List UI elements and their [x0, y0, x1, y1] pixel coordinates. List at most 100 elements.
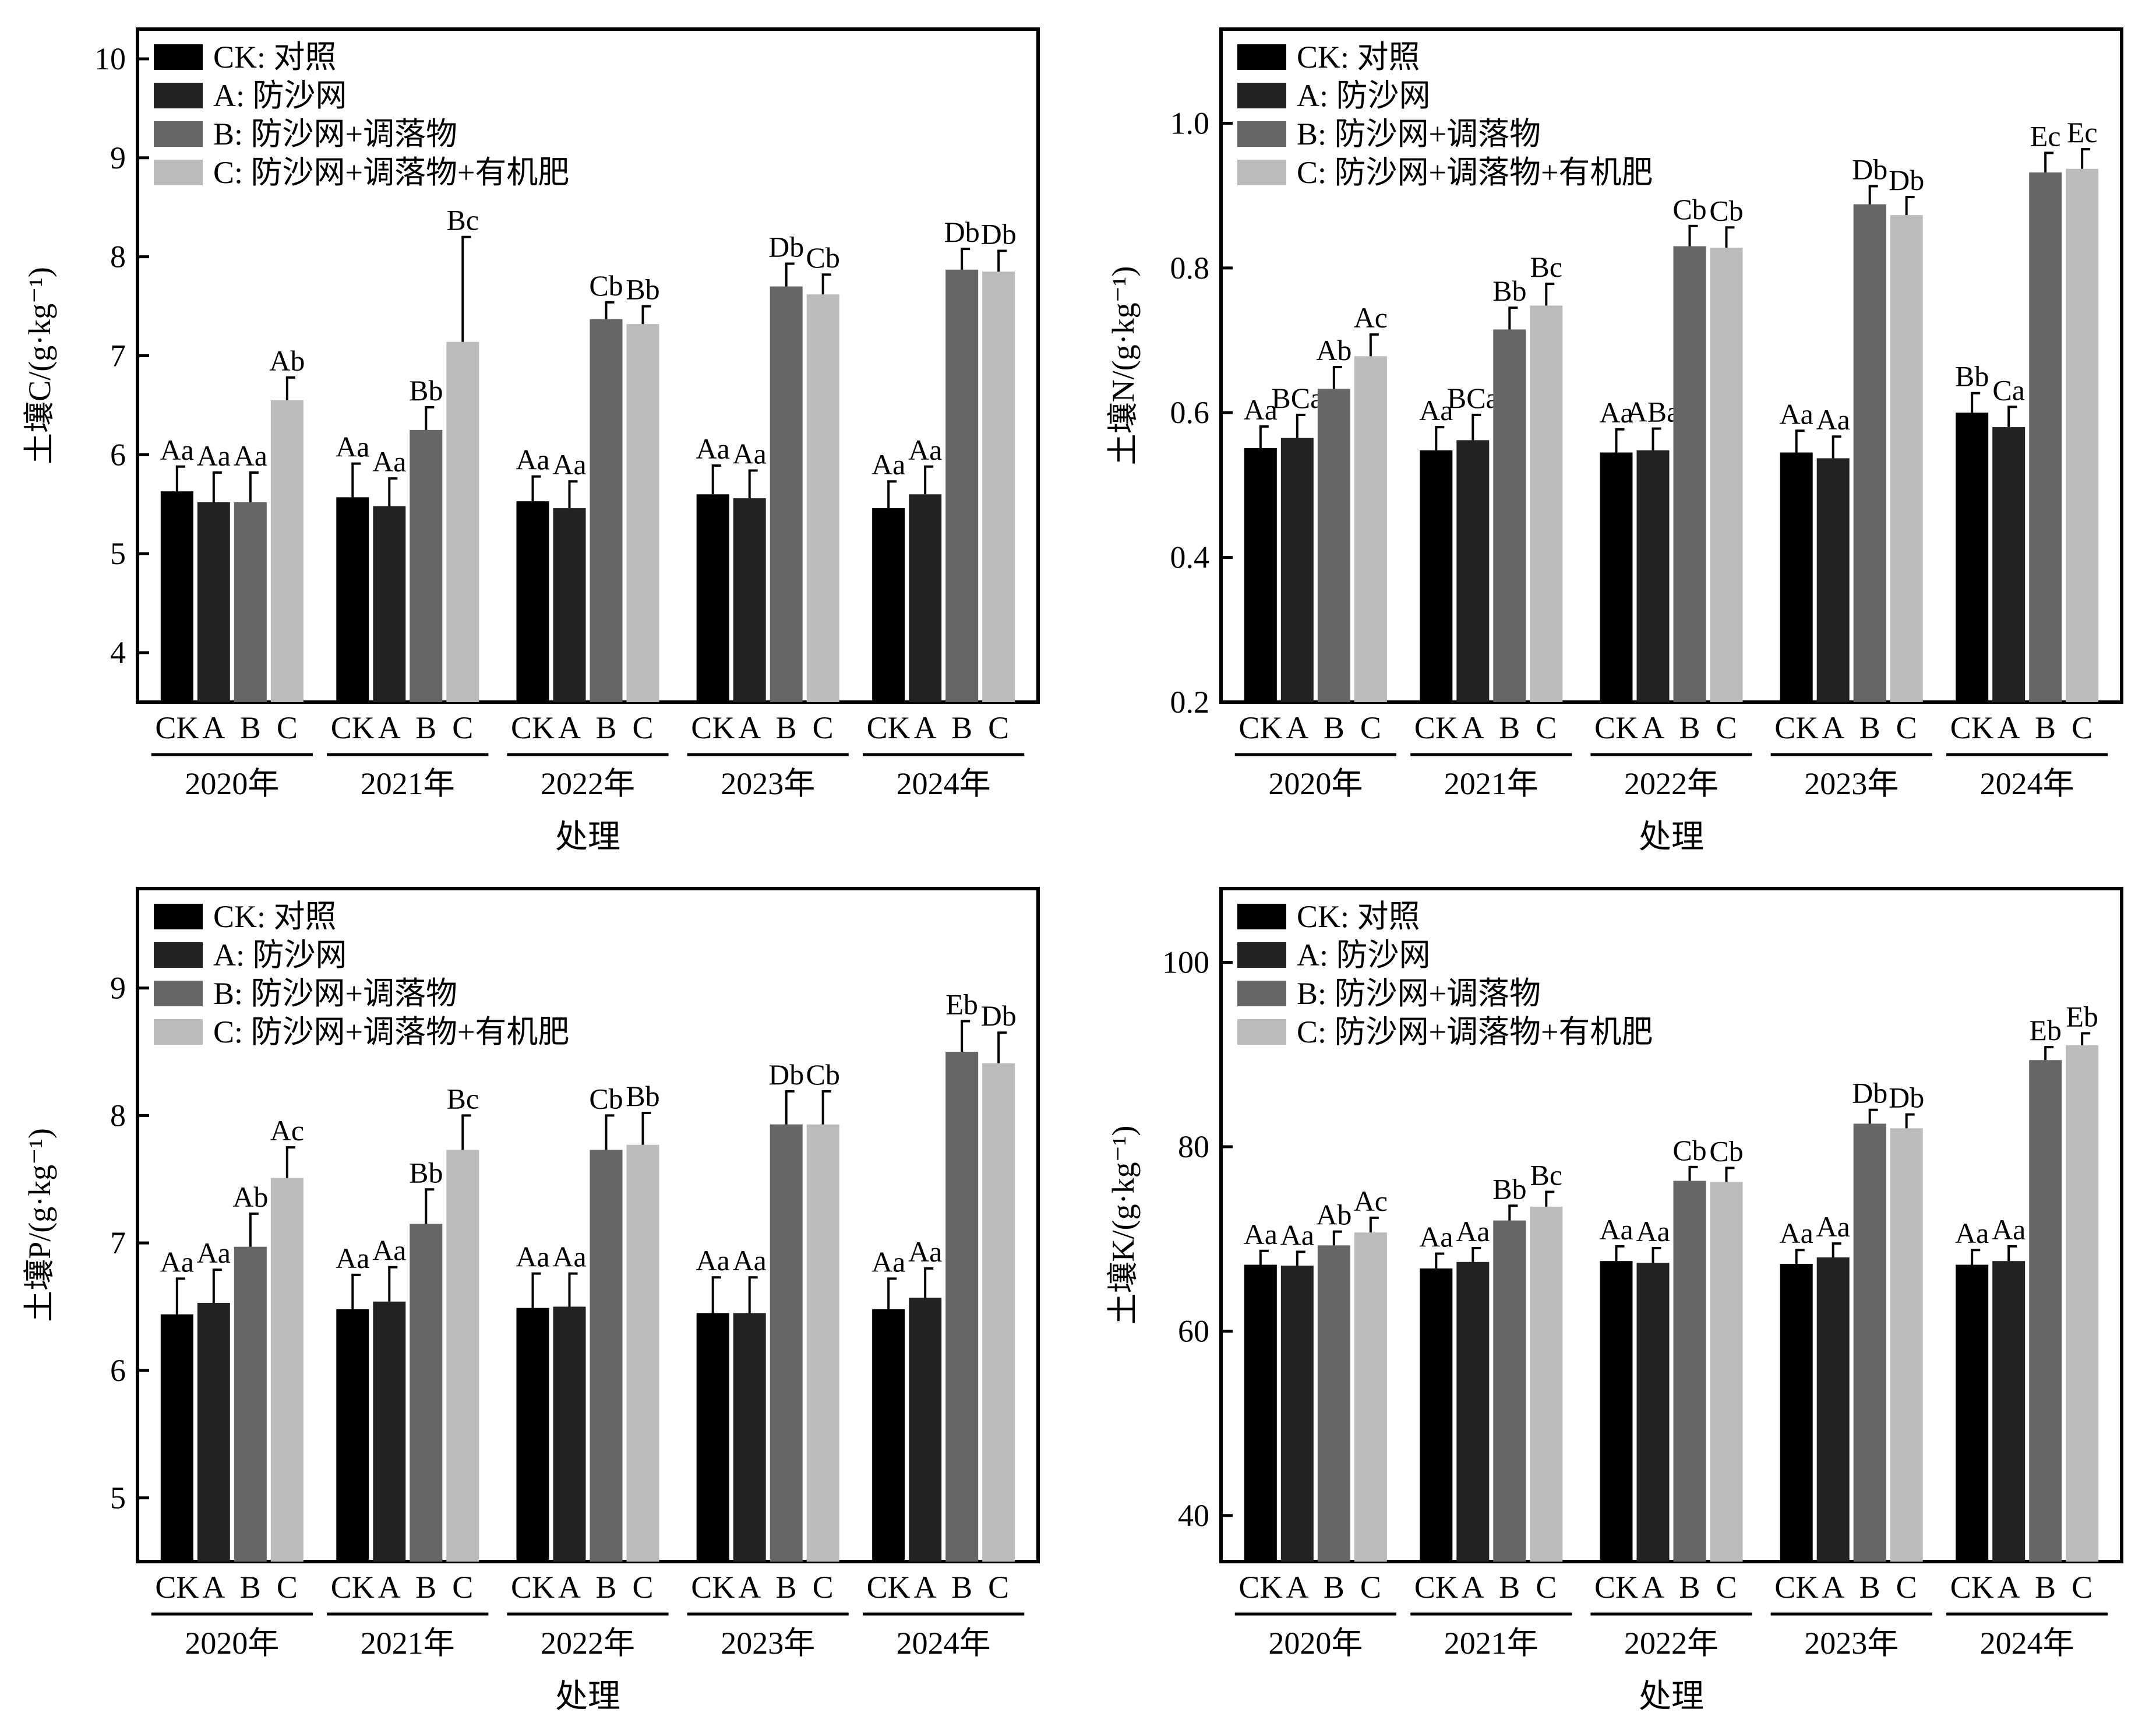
- significance-label: Ac: [1354, 301, 1388, 334]
- significance-label: Db: [1889, 164, 1924, 196]
- legend-swatch: [154, 44, 203, 70]
- panels: 4 5 6 7 8 9 10 土壤C/(g·kg⁻¹) Aa CK Aa A Aa B Ab C 2020年 Aa…: [22, 27, 2123, 1715]
- x-tick-label: A: [738, 1570, 761, 1605]
- y-tick-label: 10: [94, 41, 126, 76]
- x-tick-label: C: [1716, 710, 1737, 745]
- bar-a: [909, 494, 942, 702]
- group-label: 2021年: [361, 1626, 455, 1661]
- significance-label: Aa: [1599, 1213, 1633, 1246]
- x-tick-label: C: [988, 1570, 1009, 1605]
- x-tick-label: CK: [1774, 710, 1818, 745]
- bar-ck: [516, 1308, 549, 1562]
- x-tick-label: CK: [331, 710, 375, 745]
- significance-label: Aa: [871, 1245, 905, 1278]
- group-label: 2023年: [1804, 1626, 1899, 1661]
- bar-b: [945, 1052, 979, 1562]
- significance-label: Aa: [1816, 403, 1850, 436]
- x-tick-label: A: [914, 1570, 937, 1605]
- significance-label: Aa: [552, 448, 586, 481]
- y-tick-label: 60: [1178, 1313, 1209, 1348]
- legend-swatch: [1237, 160, 1286, 185]
- bar-b: [1853, 1123, 1886, 1562]
- bar-ck: [516, 501, 549, 702]
- x-tick-label: C: [813, 1570, 834, 1605]
- x-tick-label: C: [1360, 1570, 1381, 1605]
- x-tick-label: CK: [691, 710, 735, 745]
- legend-label: A: 防沙网: [1297, 938, 1431, 973]
- x-tick-label: B: [1324, 710, 1345, 745]
- x-axis-label: 处理: [555, 1679, 620, 1715]
- x-tick-label: A: [378, 710, 401, 745]
- x-tick-label: B: [951, 1570, 972, 1605]
- significance-label: Cb: [1672, 1134, 1706, 1167]
- significance-label: Bb: [626, 273, 659, 306]
- group-label: 2023年: [1804, 766, 1899, 801]
- bar-a: [1816, 1257, 1850, 1562]
- bar-ck: [1420, 450, 1453, 702]
- x-tick-label: B: [2035, 710, 2056, 745]
- x-tick-label: A: [1998, 1570, 2020, 1605]
- group-label: 2021年: [361, 766, 455, 801]
- x-tick-label: CK: [1594, 1570, 1638, 1605]
- x-tick-label: B: [240, 710, 261, 745]
- x-tick-label: C: [1896, 710, 1917, 745]
- y-tick-label: 6: [110, 437, 126, 472]
- plot-frame: [136, 887, 1040, 1563]
- significance-label: Bc: [1530, 1159, 1563, 1192]
- x-tick-label: CK: [1950, 710, 1994, 745]
- x-tick-label: B: [776, 710, 797, 745]
- x-tick-label: A: [1642, 1570, 1664, 1605]
- significance-label: Ec: [2067, 116, 2098, 149]
- significance-label: BCa: [1447, 382, 1499, 414]
- x-tick-label: C: [1536, 1570, 1557, 1605]
- significance-label: Db: [981, 999, 1017, 1032]
- significance-label: Aa: [1780, 397, 1813, 430]
- significance-label: Bc: [447, 1082, 479, 1115]
- x-tick-label: B: [595, 710, 616, 745]
- significance-label: Aa: [908, 434, 942, 466]
- significance-label: Aa: [372, 1234, 406, 1267]
- significance-label: Ab: [232, 1181, 268, 1213]
- bar-c: [2066, 168, 2099, 702]
- x-tick-label: B: [2035, 1570, 2056, 1605]
- bar-a: [1280, 1266, 1314, 1562]
- bar-c: [806, 1124, 839, 1562]
- legend-label: A: 防沙网: [213, 938, 347, 973]
- bar-a: [1456, 440, 1490, 702]
- significance-label: Eb: [945, 988, 978, 1021]
- significance-label: Db: [768, 231, 804, 263]
- bar-a: [197, 502, 230, 702]
- x-tick-label: A: [202, 1570, 225, 1605]
- bar-a: [1280, 438, 1314, 702]
- bar-b: [1317, 1245, 1350, 1562]
- bar-c: [1710, 248, 1743, 702]
- significance-label: Cb: [1709, 194, 1743, 227]
- x-tick-label: B: [240, 1570, 261, 1605]
- bar-c: [1530, 1206, 1563, 1562]
- y-tick-label: 1.0: [1170, 105, 1210, 140]
- x-tick-label: B: [1499, 1570, 1520, 1605]
- bar-ck: [160, 491, 193, 702]
- x-tick-label: C: [1536, 710, 1557, 745]
- x-tick-label: CK: [1774, 1570, 1818, 1605]
- bar-ck: [1956, 1264, 1989, 1562]
- x-tick-label: B: [1859, 1570, 1880, 1605]
- legend-label: B: 防沙网+调落物: [213, 117, 457, 151]
- group-label: 2022年: [1624, 766, 1719, 801]
- group-label: 2024年: [1980, 1626, 2074, 1661]
- bar-b: [945, 269, 979, 702]
- group-label: 2020年: [185, 1626, 279, 1661]
- significance-label: Db: [1852, 1077, 1887, 1109]
- bar-a: [733, 498, 766, 702]
- x-tick-label: B: [776, 1570, 797, 1605]
- bar-c: [446, 341, 479, 702]
- significance-label: Aa: [871, 448, 905, 481]
- x-tick-label: CK: [511, 1570, 555, 1605]
- x-tick-label: CK: [155, 710, 199, 745]
- significance-label: Ac: [1354, 1185, 1388, 1217]
- group-label: 2022年: [541, 766, 635, 801]
- bar-a: [197, 1302, 230, 1562]
- bar-ck: [1956, 413, 1989, 702]
- x-tick-label: A: [378, 1570, 401, 1605]
